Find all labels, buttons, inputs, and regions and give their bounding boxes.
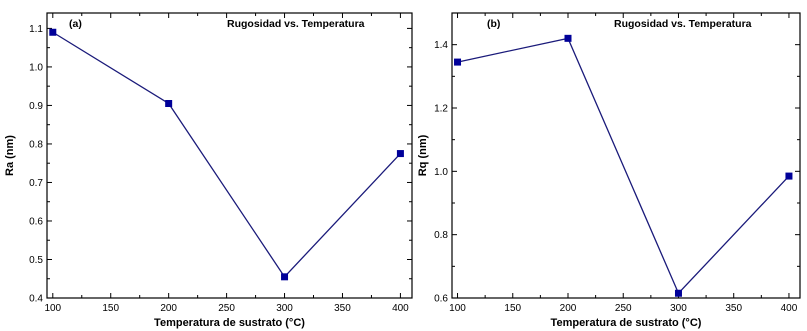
chart-title: Rugosidad vs. Temperatura (614, 18, 752, 30)
y-tick-label: 1.1 (29, 24, 43, 35)
y-tick-label: 0.5 (29, 255, 43, 266)
panel-label: (a) (69, 18, 82, 30)
data-markers (454, 34, 793, 297)
x-tick-label: 350 (334, 303, 351, 314)
y-tick-label: 0.8 (434, 230, 448, 241)
x-tick-label: 150 (504, 303, 521, 314)
y-tick-label: 1.2 (434, 104, 448, 115)
x-tick-label: 150 (102, 303, 119, 314)
y-tick-label: 0.4 (29, 294, 43, 305)
y-tick-label: 0.6 (29, 216, 43, 227)
y-axis-label: Rq (nm) (417, 134, 429, 176)
plot-frame (46, 12, 413, 299)
data-point-marker (674, 289, 682, 297)
x-axis-ticks: 100 150 200 250 300 350 400 (449, 13, 798, 314)
x-axis-ticks: 100 150 200 250 300 350 400 (44, 13, 409, 314)
x-tick-label: 100 (449, 303, 466, 314)
chart-title: Rugosidad vs. Temperatura (227, 18, 365, 30)
y-tick-label: 0.9 (29, 101, 43, 112)
x-tick-label: 400 (392, 303, 409, 314)
data-point-marker (785, 172, 793, 180)
data-point-marker (49, 28, 57, 36)
x-tick-label: 100 (44, 303, 61, 314)
panel-label: (b) (487, 18, 500, 30)
y-tick-label: 1.0 (434, 167, 448, 178)
data-point-marker (396, 150, 404, 158)
y-tick-label: 1.0 (29, 62, 43, 73)
x-axis-label: Temperatura de sustrato (°C) (154, 317, 305, 329)
data-point-marker (281, 273, 289, 281)
chart-panel-a: 100 150 200 250 300 350 400 0.4 0.5 0.6 0.7 0.8 0.9… (4, 12, 413, 329)
data-line (52, 31, 401, 278)
data-line (457, 37, 790, 295)
data-point-marker (454, 58, 462, 66)
data-point-marker (165, 100, 173, 108)
y-tick-label: 1.4 (434, 40, 448, 51)
x-tick-label: 250 (218, 303, 235, 314)
x-tick-label: 250 (615, 303, 632, 314)
y-tick-label: 0.8 (29, 139, 43, 150)
y-axis-ticks: 0.4 0.5 0.6 0.7 0.8 0.9 1.0 1.1 (29, 24, 412, 305)
plot-frame (451, 12, 801, 299)
y-tick-label: 0.6 (434, 294, 448, 305)
x-tick-label: 300 (670, 303, 687, 314)
data-markers (49, 28, 404, 281)
x-tick-label: 300 (276, 303, 293, 314)
x-tick-label: 200 (560, 303, 577, 314)
y-axis-ticks: 0.6 0.8 1.0 1.2 1.4 (434, 40, 800, 305)
x-axis-label: Temperatura de sustrato (°C) (551, 317, 702, 329)
x-tick-label: 350 (725, 303, 742, 314)
y-tick-label: 0.7 (29, 178, 43, 189)
x-tick-label: 200 (160, 303, 177, 314)
chart-panel-b: 100 150 200 250 300 350 400 0.6 0.8 1.0 1.2 1.4 (b… (417, 12, 801, 329)
y-axis-label: Ra (nm) (4, 135, 16, 176)
data-point-marker (564, 34, 572, 42)
x-tick-label: 400 (781, 303, 798, 314)
